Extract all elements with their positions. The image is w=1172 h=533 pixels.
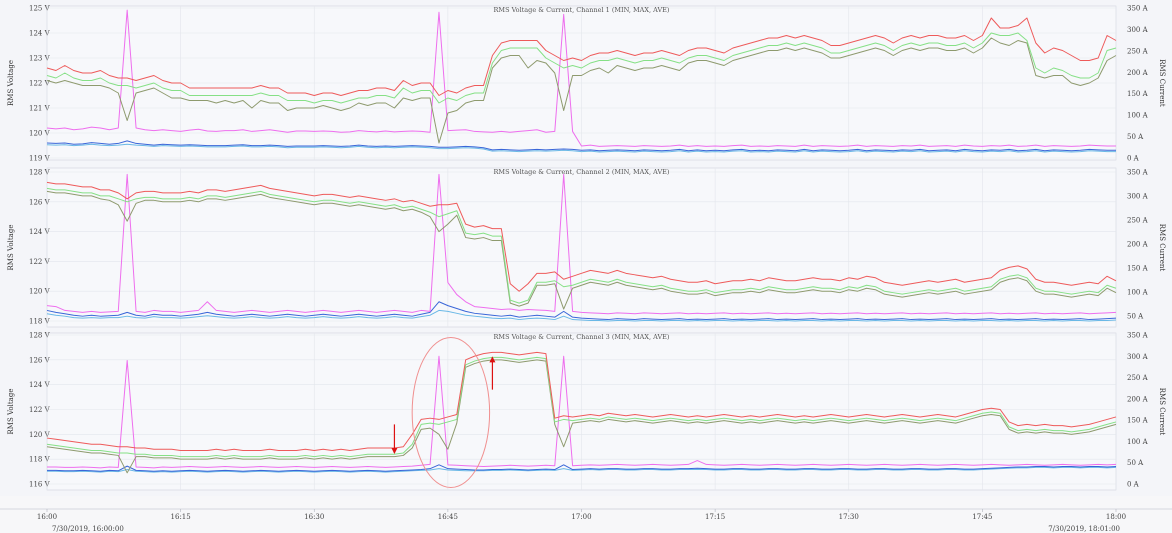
y2-axis-label: RMS Current xyxy=(1158,388,1166,436)
time-axis-band xyxy=(0,496,1172,533)
y2-axis-label: RMS Current xyxy=(1158,224,1166,272)
x-tick-label: 16:00 xyxy=(37,513,57,521)
chart-title: RMS Voltage & Current, Channel 2 (MIN, M… xyxy=(494,168,670,176)
series-line-current-min xyxy=(46,309,1117,322)
chart-title: RMS Voltage & Current, Channel 3 (MIN, M… xyxy=(494,333,670,341)
series-line-current-max xyxy=(46,9,1116,147)
y-tick-label: 123 V xyxy=(29,55,51,63)
series-line-max xyxy=(46,181,1117,292)
y2-tick-label: 250 A xyxy=(1127,217,1149,225)
y2-tick-label: 100 A xyxy=(1127,112,1149,120)
series-line-current-ave xyxy=(46,301,1117,321)
x-tick-label: 17:30 xyxy=(839,513,859,521)
series-line-max xyxy=(46,351,1117,451)
annotation-arrow-head xyxy=(391,447,398,454)
x-tick-label: 18:00 xyxy=(1106,513,1126,521)
series-line-current-ave xyxy=(47,464,1117,472)
y2-tick-label: 300 A xyxy=(1127,26,1149,34)
y-axis-label: RMS Voltage xyxy=(7,389,15,435)
y2-tick-label: 250 A xyxy=(1127,374,1149,382)
y-axis-label: RMS Voltage xyxy=(7,60,15,106)
y-axis-label: RMS Voltage xyxy=(7,225,15,271)
y-tick-label: 122 V xyxy=(29,258,51,266)
y2-tick-label: 0 A xyxy=(1127,481,1140,489)
y-tick-label: 124 V xyxy=(29,30,51,38)
series-line-min xyxy=(46,37,1117,144)
channel-3-chart: 116 V 118 V 120 V 122 V 124 V 126 V 128 V 0 A 50… xyxy=(7,332,1166,491)
time-range-end: 7/30/2019, 18:01:00 xyxy=(1048,525,1120,533)
series-line-current-min xyxy=(47,466,1117,473)
y-tick-label: 120 V xyxy=(29,431,51,439)
y2-axis-label: RMS Current xyxy=(1158,59,1166,107)
y-tick-label: 118 V xyxy=(29,318,51,326)
y-tick-label: 126 V xyxy=(29,356,51,364)
y2-tick-label: 350 A xyxy=(1127,332,1149,340)
y2-tick-label: 250 A xyxy=(1127,47,1149,55)
channel-2-chart: 118 V 120 V 122 V 124 V 126 V 128 V 50 A 100 A 1… xyxy=(7,167,1166,328)
y-tick-label: 120 V xyxy=(29,288,51,296)
y2-tick-label: 50 A xyxy=(1127,459,1144,467)
x-tick-label: 17:00 xyxy=(571,513,591,521)
y-tick-label: 121 V xyxy=(29,105,51,113)
y-tick-label: 124 V xyxy=(29,228,51,236)
y2-tick-label: 0 A xyxy=(1127,155,1140,163)
series-line-max xyxy=(46,17,1117,96)
highlight-ellipse xyxy=(411,336,491,489)
series-line-min xyxy=(46,190,1117,310)
y-tick-label: 122 V xyxy=(29,80,51,88)
y2-tick-label: 150 A xyxy=(1127,265,1149,273)
y2-tick-label: 200 A xyxy=(1127,395,1149,403)
x-tick-label: 16:15 xyxy=(171,513,191,521)
x-tick-label: 17:45 xyxy=(972,513,992,521)
series-line-ave xyxy=(46,187,1117,304)
series-line-current-min xyxy=(46,143,1116,153)
y2-tick-label: 300 A xyxy=(1127,193,1149,201)
x-tick-label: 17:15 xyxy=(705,513,725,521)
series-line-ave xyxy=(46,356,1117,458)
series-line-min xyxy=(46,359,1117,474)
series-line-ave xyxy=(46,32,1117,104)
chart-title: RMS Voltage & Current, Channel 1 (MIN, M… xyxy=(494,6,670,14)
series-line-current-ave xyxy=(46,140,1116,152)
y2-tick-label: 350 A xyxy=(1127,5,1149,13)
y-tick-label: 118 V xyxy=(29,456,51,464)
x-tick-label: 16:45 xyxy=(438,513,458,521)
annotation-arrow-head xyxy=(489,356,496,363)
y2-tick-label: 150 A xyxy=(1127,90,1149,98)
channel-1-chart: 119 V 120 V 121 V 122 V 123 V 124 V 125 V 0 A 50… xyxy=(7,5,1166,163)
y-tick-label: 122 V xyxy=(29,406,51,414)
y-tick-label: 126 V xyxy=(29,198,51,206)
series-line-current-max xyxy=(47,355,1117,469)
y2-tick-label: 150 A xyxy=(1127,417,1149,425)
series-line-current-max xyxy=(46,173,1117,315)
y2-tick-label: 100 A xyxy=(1127,289,1149,297)
y2-tick-label: 50 A xyxy=(1127,133,1144,141)
y2-tick-label: 300 A xyxy=(1127,353,1149,361)
y2-tick-label: 200 A xyxy=(1127,69,1149,77)
y2-tick-label: 100 A xyxy=(1127,438,1149,446)
y-tick-label: 128 V xyxy=(29,332,51,340)
y-tick-label: 125 V xyxy=(29,5,51,13)
y-tick-label: 128 V xyxy=(29,169,51,177)
time-range-start: 7/30/2019, 16:00:00 xyxy=(52,525,124,533)
y-tick-label: 119 V xyxy=(29,155,51,163)
y-tick-label: 124 V xyxy=(29,381,51,389)
y-tick-label: 116 V xyxy=(29,481,51,489)
y-tick-label: 120 V xyxy=(29,130,51,138)
y2-tick-label: 200 A xyxy=(1127,241,1149,249)
y2-tick-label: 50 A xyxy=(1127,313,1144,321)
y2-tick-label: 350 A xyxy=(1127,169,1149,177)
x-tick-label: 16:30 xyxy=(304,513,324,521)
